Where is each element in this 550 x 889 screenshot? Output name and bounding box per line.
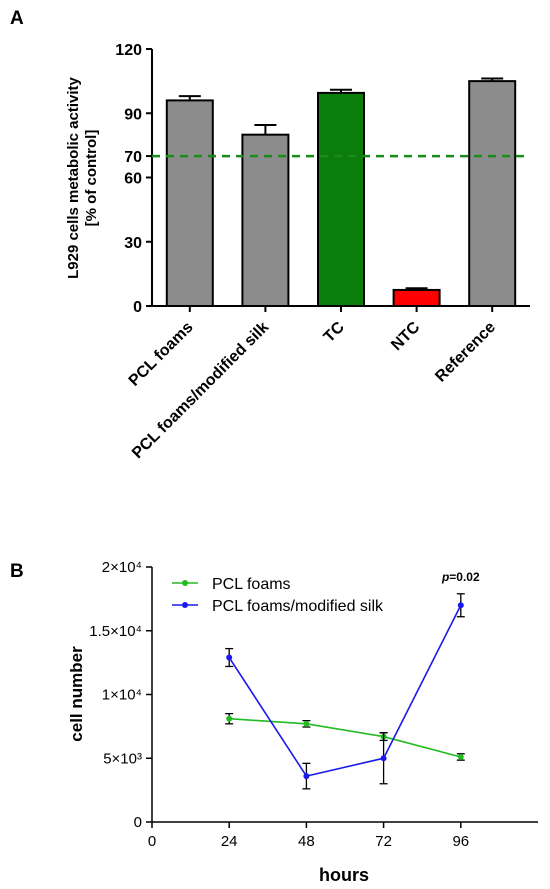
panel-b-series-line <box>229 717 462 758</box>
panel-a-ylabel-line1: L929 cells metabolic activity <box>65 76 82 278</box>
panel-b-p-value-annotation: p=0.02 <box>441 570 480 584</box>
panel-b-y-tick-label: 1.5×10⁴ <box>89 623 142 640</box>
panel-b-y-tick-label: 1×10⁴ <box>102 687 142 704</box>
panel-b-data-point <box>457 602 464 609</box>
panel-b-y-tick-label: 0 <box>134 814 142 831</box>
panel-b-data-point <box>226 654 233 661</box>
panel-a-y-tick-label: 70 <box>124 149 142 166</box>
panel-a-bar <box>241 133 290 307</box>
panel-b-legend-label: PCL foams <box>212 576 291 593</box>
panel-a-y-tick-label: 120 <box>115 42 142 59</box>
panel-b-legend-marker <box>182 602 188 608</box>
panel-b-y-tick-label: 2×10⁴ <box>102 559 142 576</box>
panel-b-p-value-rest: =0.02 <box>449 570 480 584</box>
panel-b-xlabel: hours <box>319 865 369 885</box>
panel-b-label: B <box>10 561 24 582</box>
panel-a-x-tick-label: PCL foams <box>126 319 197 390</box>
panel-a-bar <box>468 80 517 307</box>
panel-b-x-tick-label: 96 <box>452 833 469 850</box>
panel-b-legend-label: PCL foams/modified silk <box>212 598 384 615</box>
panel-b-data-point <box>226 715 233 722</box>
panel-b-x-tick-label: 72 <box>375 833 392 850</box>
panel-a-x-tick-label: PCL foams/modified silk <box>129 319 272 462</box>
panel-b-data-point <box>303 720 310 727</box>
panel-b-ylabel: cell number <box>67 646 86 742</box>
panel-a-label: A <box>10 8 24 29</box>
panel-a-y-tick-label: 30 <box>124 235 142 252</box>
panel-b-y-tick-label: 5×10³ <box>103 750 142 767</box>
panel-a-x-tick-label: Reference <box>432 319 499 386</box>
panel-a-bar <box>165 99 214 308</box>
panel-a-y-tick-label: 60 <box>124 171 142 188</box>
panel-b-x-tick-label: 48 <box>298 833 315 850</box>
panel-b-data-point <box>303 773 310 780</box>
panel-b-x-tick-label: 24 <box>221 833 238 850</box>
panel-b-legend-marker <box>182 580 188 586</box>
panel-a-ylabel: L929 cells metabolic activity [% of cont… <box>65 76 100 278</box>
panel-b-data-point <box>380 755 387 762</box>
panel-b-data-point <box>457 753 464 760</box>
panel-a-y-tick-label: 90 <box>124 106 142 123</box>
panel-a-y-tick-label: 0 <box>133 299 142 316</box>
panel-a-bar <box>317 91 365 308</box>
panel-b-series-line <box>228 604 462 778</box>
panel-b-line-chart: 0 5×10³ 1×10⁴ 1.5×10⁴ 2×10⁴ 0 24 48 72 96 PCL foam… <box>89 559 538 850</box>
panel-b-x-tick-label: 0 <box>148 833 156 850</box>
panel-a-ylabel-line2: [% of control] <box>83 130 100 227</box>
panel-b-p-value-italic: p <box>441 570 449 584</box>
panel-a-bar <box>392 288 441 307</box>
panel-a-x-tick-label: TC <box>321 318 348 345</box>
panel-a-x-tick-label: NTC <box>388 318 424 354</box>
